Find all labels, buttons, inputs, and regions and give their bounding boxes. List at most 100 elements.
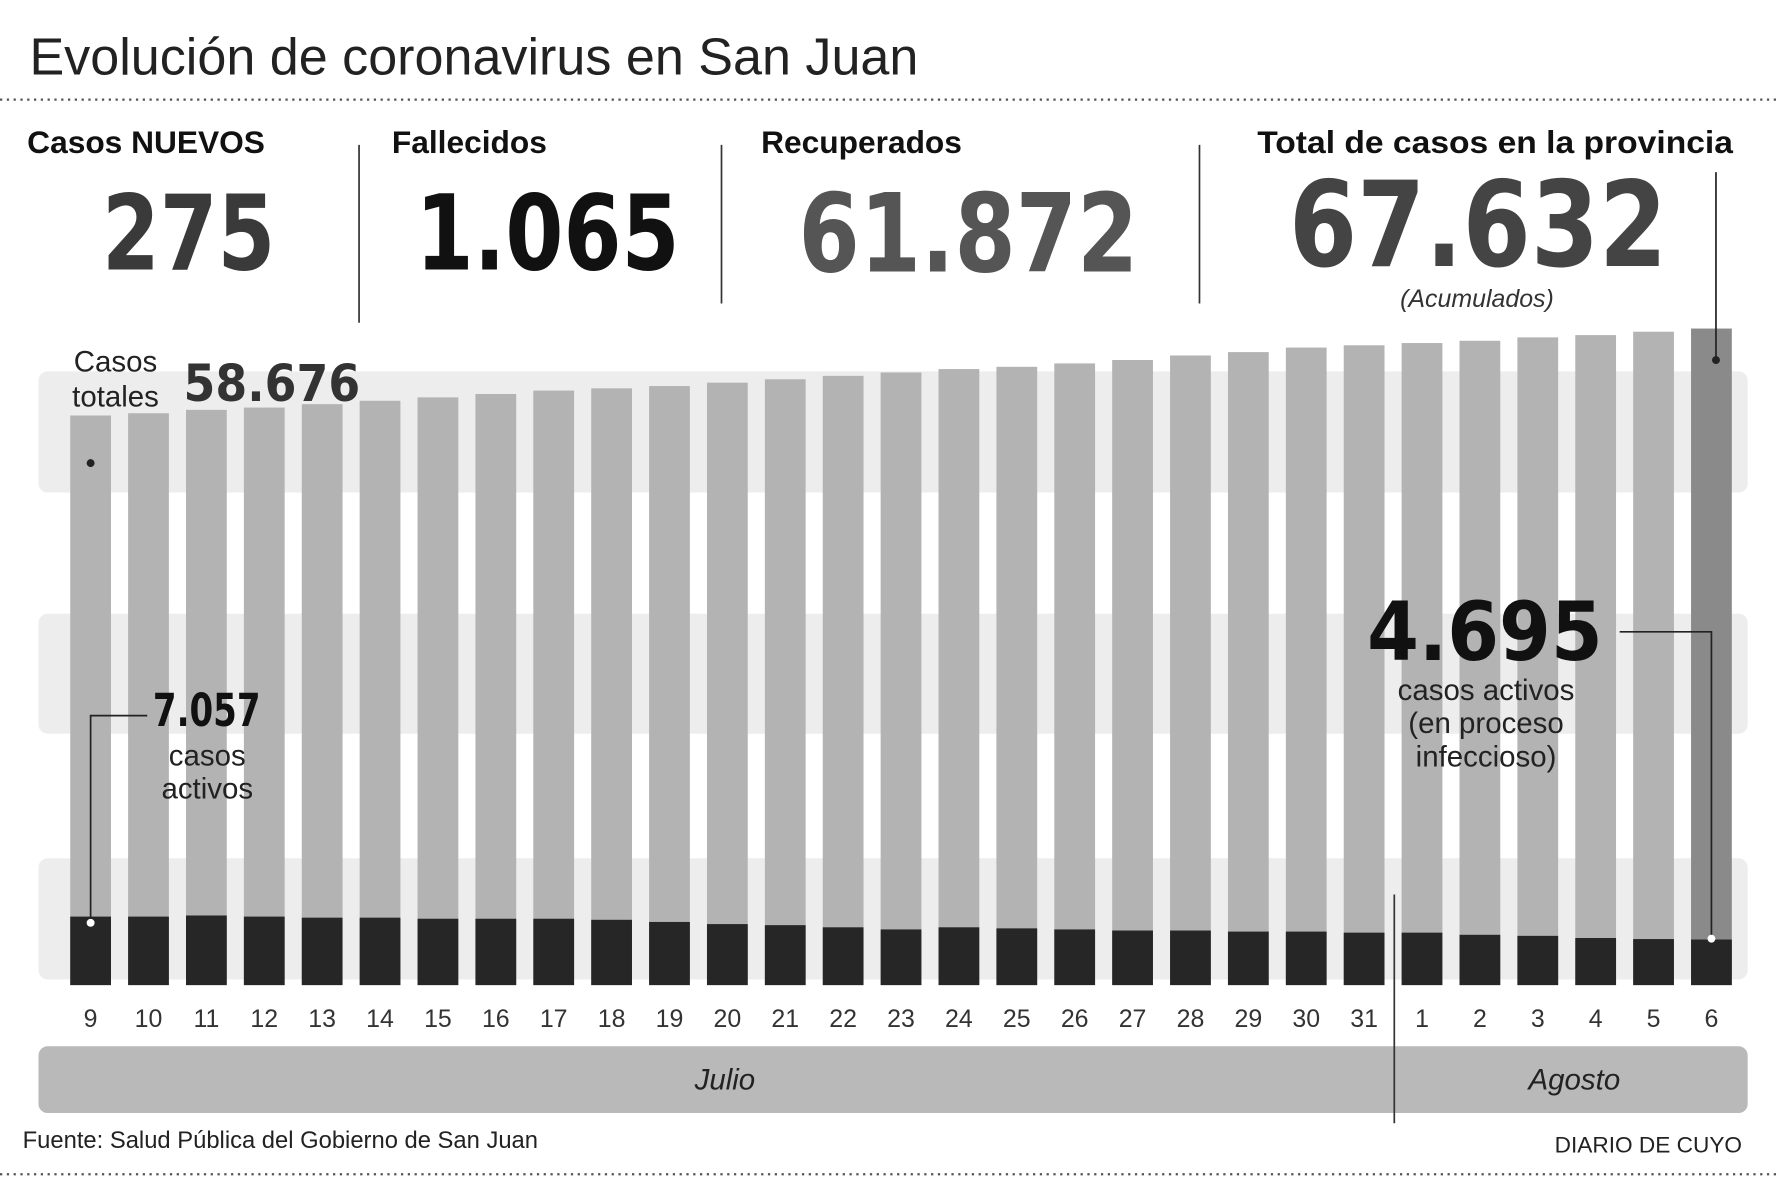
x-tick-label: 29 bbox=[1234, 1005, 1262, 1033]
total-bar bbox=[1575, 335, 1617, 986]
active-bar bbox=[706, 924, 748, 986]
annotation: activos bbox=[161, 772, 253, 805]
credit: DIARIO DE CUYO bbox=[1555, 1133, 1742, 1158]
leader-line bbox=[89, 714, 148, 923]
stat-label: Recuperados bbox=[761, 124, 962, 160]
x-tick-label: 15 bbox=[424, 1005, 452, 1033]
total-bar bbox=[1633, 331, 1674, 986]
active-bar bbox=[880, 929, 922, 986]
x-tick-label: 18 bbox=[598, 1005, 626, 1033]
active-bar bbox=[70, 916, 111, 986]
x-tick-label: 16 bbox=[482, 1005, 510, 1033]
total-bar bbox=[1227, 352, 1269, 986]
active-bar bbox=[764, 925, 806, 986]
total-bar bbox=[243, 407, 285, 986]
active-bar bbox=[591, 919, 632, 986]
active-bar bbox=[128, 916, 169, 986]
total-bar bbox=[1517, 337, 1559, 986]
total-bar bbox=[1112, 360, 1153, 986]
x-tick-label: 19 bbox=[656, 1005, 684, 1033]
labels: 9 10 11 12 13 14 15 16 17 18 19 20 21 22 23 24 25 26 27 28 2… bbox=[72, 172, 1720, 1033]
active-bar bbox=[243, 916, 285, 986]
stat-value: 1.065 bbox=[416, 173, 680, 295]
active-bar bbox=[649, 921, 690, 986]
x-tick-label: 20 bbox=[714, 1005, 742, 1033]
stat-value: 67.632 bbox=[1289, 157, 1667, 295]
active-bar bbox=[1285, 931, 1327, 986]
x-tick-label: 17 bbox=[540, 1005, 568, 1033]
x-tick-label: 22 bbox=[829, 1005, 857, 1033]
total-bar bbox=[185, 409, 227, 986]
active-bar bbox=[533, 918, 575, 986]
x-tick-label: 10 bbox=[135, 1005, 163, 1033]
annotation: (en proceso bbox=[1408, 707, 1563, 740]
x-tick-label: 24 bbox=[945, 1005, 973, 1033]
active-bar bbox=[475, 918, 517, 986]
leader-line bbox=[1619, 630, 1713, 939]
total-bar bbox=[417, 397, 459, 986]
active-bar bbox=[1633, 939, 1674, 986]
active-bar bbox=[359, 917, 401, 986]
total-bar bbox=[359, 400, 401, 986]
active-bar bbox=[1170, 930, 1211, 986]
x-tick-label: 27 bbox=[1119, 1005, 1147, 1033]
annotation: infeccioso) bbox=[1416, 741, 1557, 774]
stat-label: Fallecidos bbox=[392, 124, 547, 160]
pointer-dot bbox=[1707, 934, 1716, 943]
total-bar bbox=[706, 382, 748, 986]
active-bar bbox=[1343, 932, 1385, 986]
active-bar bbox=[1227, 931, 1269, 986]
annotation: totales bbox=[72, 381, 159, 414]
active-bar bbox=[301, 917, 343, 986]
x-tick-label: 12 bbox=[250, 1005, 278, 1033]
total-bar bbox=[649, 386, 690, 986]
total-bar bbox=[1170, 355, 1211, 986]
total-bar bbox=[822, 375, 864, 986]
total-bar bbox=[938, 369, 980, 986]
title: Evolución de coronavirus en San Juan bbox=[29, 29, 918, 87]
total-bar bbox=[533, 390, 575, 986]
stat-value: 275 bbox=[102, 173, 275, 295]
active-bar bbox=[938, 927, 980, 986]
pointer-dot bbox=[86, 918, 95, 927]
total-bar bbox=[591, 388, 632, 986]
x-tick-label: 26 bbox=[1061, 1005, 1089, 1033]
x-tick-label: 3 bbox=[1531, 1005, 1545, 1033]
x-tick-label: 28 bbox=[1177, 1005, 1205, 1033]
active-bar bbox=[185, 915, 227, 986]
active-bar bbox=[1459, 934, 1501, 986]
active-bar bbox=[1112, 930, 1153, 986]
total-bar bbox=[1459, 340, 1501, 986]
x-tick-label: 13 bbox=[308, 1005, 336, 1033]
annotation: casos bbox=[169, 739, 246, 772]
month-bar bbox=[38, 1046, 1748, 1114]
total-bar bbox=[128, 413, 169, 986]
active-bar bbox=[1517, 935, 1559, 986]
active-bar bbox=[1401, 932, 1443, 986]
total-bar bbox=[301, 404, 343, 986]
source: Fuente: Salud Pública del Gobierno de Sa… bbox=[23, 1127, 538, 1154]
active-bar bbox=[1691, 939, 1732, 986]
total-bar bbox=[880, 372, 922, 986]
x-tick-label: 31 bbox=[1350, 1005, 1378, 1033]
pointer-dot bbox=[86, 459, 95, 468]
active-bar bbox=[996, 928, 1038, 986]
active-bar bbox=[1575, 937, 1617, 986]
total-bar bbox=[1401, 343, 1443, 986]
x-tick-label: 30 bbox=[1292, 1005, 1320, 1033]
month-label: Agosto bbox=[1527, 1063, 1621, 1096]
annotation: casos activos bbox=[1398, 674, 1575, 707]
value-label: 7.057 bbox=[153, 684, 261, 737]
active-bar bbox=[417, 918, 459, 986]
x-tick-label: 25 bbox=[1003, 1005, 1031, 1033]
stat-label: Total de casos en la provincia bbox=[1257, 124, 1733, 160]
stat-note: (Acumulados) bbox=[1400, 285, 1554, 313]
stat-value: 61.872 bbox=[799, 171, 1139, 298]
x-tick-label: 21 bbox=[771, 1005, 799, 1033]
total-bar bbox=[764, 379, 806, 986]
x-tick-label: 4 bbox=[1589, 1005, 1603, 1033]
month-label: Julio bbox=[694, 1063, 756, 1096]
total-bar bbox=[996, 366, 1038, 986]
